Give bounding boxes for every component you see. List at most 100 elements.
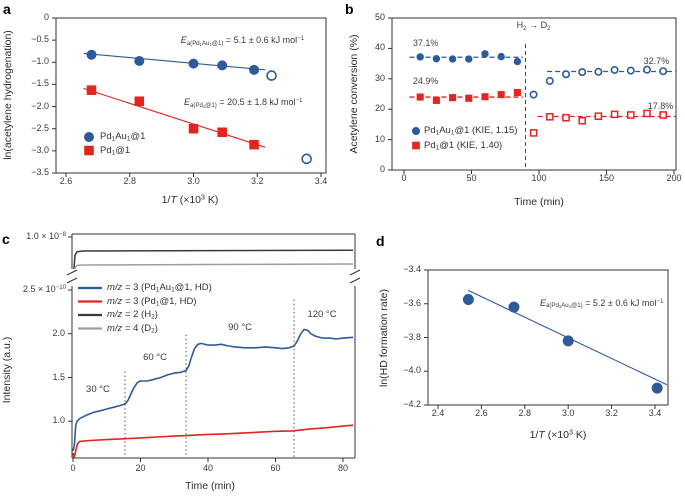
switch-label: H2 → D2 [516,19,551,32]
fit-line [83,52,266,71]
y-tick-label: 30 [374,72,385,83]
break-mark-left [66,277,78,284]
ms-curve [72,424,354,458]
conversion-annotation-1: 24.9% [412,75,439,86]
data-point [546,113,554,121]
x-axis-label: 1/T (×103 K) [161,193,219,207]
data-point [188,58,199,69]
x-tick-label: 2.4 [431,408,445,419]
data-point [432,96,440,104]
data-point [562,335,574,347]
x-tick-label: 3.2 [605,408,618,419]
data-point [465,55,473,63]
x-tick-label: 2.6 [59,176,73,187]
conversion-annotation-2: 32.7% [643,56,670,67]
x-tick-label: 3.0 [187,176,200,187]
x-tick-label: 3.0 [561,408,575,419]
data-point [249,139,259,150]
data-point [497,91,505,99]
data-point [465,94,473,102]
legend-label-0: Pd1Au1@1 [100,130,146,143]
panel-d: d −3.4 −3.6 −3.8 −4.0 −4.2 2.4 2.6 2.8 3.0 3.2 3.4… [370,228,685,496]
data-point [643,109,651,118]
conversion-annotation-3: 17.8% [647,101,674,112]
y-tick-label: −3.4 [403,264,421,275]
x-tick-label: 0 [401,173,407,184]
legend-label-2: m/z = 2 (H2) [107,308,158,321]
data-point [217,127,227,138]
data-point [462,294,474,306]
panel-b: b 0 10 20 30 40 50 0 50 100 150 200 H2 → D2 37.1% 24.… [342,0,685,228]
y-axis-label: ln(HD formation rate) [378,288,391,388]
y-tick-label: 2.0 [52,327,65,338]
data-point [508,301,520,313]
y-tick-label: 0 [379,164,385,175]
upper-curve [74,263,354,269]
axis-frame [391,17,677,171]
data-point [578,116,586,125]
data-point [594,67,603,76]
data-point [659,67,668,76]
legend-label-1: m/z = 3 (Pd1@1, HD) [107,295,197,308]
y-tick-label: 0 [43,12,49,23]
data-point [416,93,424,101]
y-axis-label: ln(acetylene hydrogenation) [2,30,15,160]
upper-curve [73,249,354,269]
data-point [610,110,619,119]
panel-a: a 0 −0.5 −1.0 −1.5 −2.0 −2.5 −3.0 −3.5 2.6 2.8 3.0… [0,0,342,228]
data-point [432,55,441,63]
x-tick-label: 3.4 [648,408,662,419]
activation-energy-annotation-0: Ea(Pd1Au1@1) = 5.2 ± 0.6 kJ mol−1 [539,297,664,310]
data-point [651,382,663,394]
fit-line [83,87,266,148]
panel-c-chart [66,233,361,462]
data-point [529,90,538,99]
x-tick-label: 150 [598,173,615,184]
temp-label-0: 30 °C [86,383,110,395]
data-point [545,76,554,85]
panel-a-label: a [3,1,11,17]
x-tick-label: 50 [466,173,477,184]
data-point [134,55,145,66]
data-point [513,57,522,66]
data-point [481,93,489,101]
legend-label-0: m/z = 3 (Pd1Au1@1, HD) [107,281,212,294]
data-point [84,145,94,156]
data-point [134,96,145,107]
y-tick-label: −3.8 [403,331,421,342]
x-tick-label: 60 [270,463,281,474]
panel-b-chart [388,17,677,174]
y-tick-label: −1.5 [31,78,49,89]
activation-energy-annotation-1: Ea(Pd1@1) = 20.5 ± 1.8 kJ mol−1 [183,97,303,109]
data-point [513,88,521,97]
x-axis-label: 1/T (×103 K) [529,428,587,442]
data-point [217,60,228,71]
y-tick-label: −4.2 [403,399,421,410]
ms-curve [72,328,354,452]
data-point [301,153,312,165]
data-point [529,129,538,137]
data-point [562,113,570,122]
y-tick-label: −3.5 [31,167,49,178]
data-point [266,70,277,81]
y-tick-label: 40 [374,42,385,53]
y-tick-label: 1.0 [52,415,65,426]
data-point [642,65,651,74]
legend-label-3: m/z = 4 (D2) [107,322,158,335]
y-tick-label: 1.5 [52,371,65,382]
temp-label-2: 90 °C [228,321,252,333]
y-tick-label: −3.6 [403,297,421,308]
x-tick-label: 80 [337,463,349,474]
panel-a-chart [52,17,327,177]
lower-top-tick-label: 2.5 × 10−10 [22,284,66,295]
data-point [449,94,457,102]
data-point [249,64,260,75]
y-axis-label: Intensity (a.u.) [1,336,14,404]
break-mark-right [349,277,361,284]
axis-frame [55,17,327,174]
temp-label-1: 60 °C [143,352,167,364]
conversion-annotation-0: 37.1% [412,37,439,48]
y-tick-label: 20 [374,103,385,114]
break-mark-right [349,269,361,276]
panel-d-chart [424,269,669,409]
